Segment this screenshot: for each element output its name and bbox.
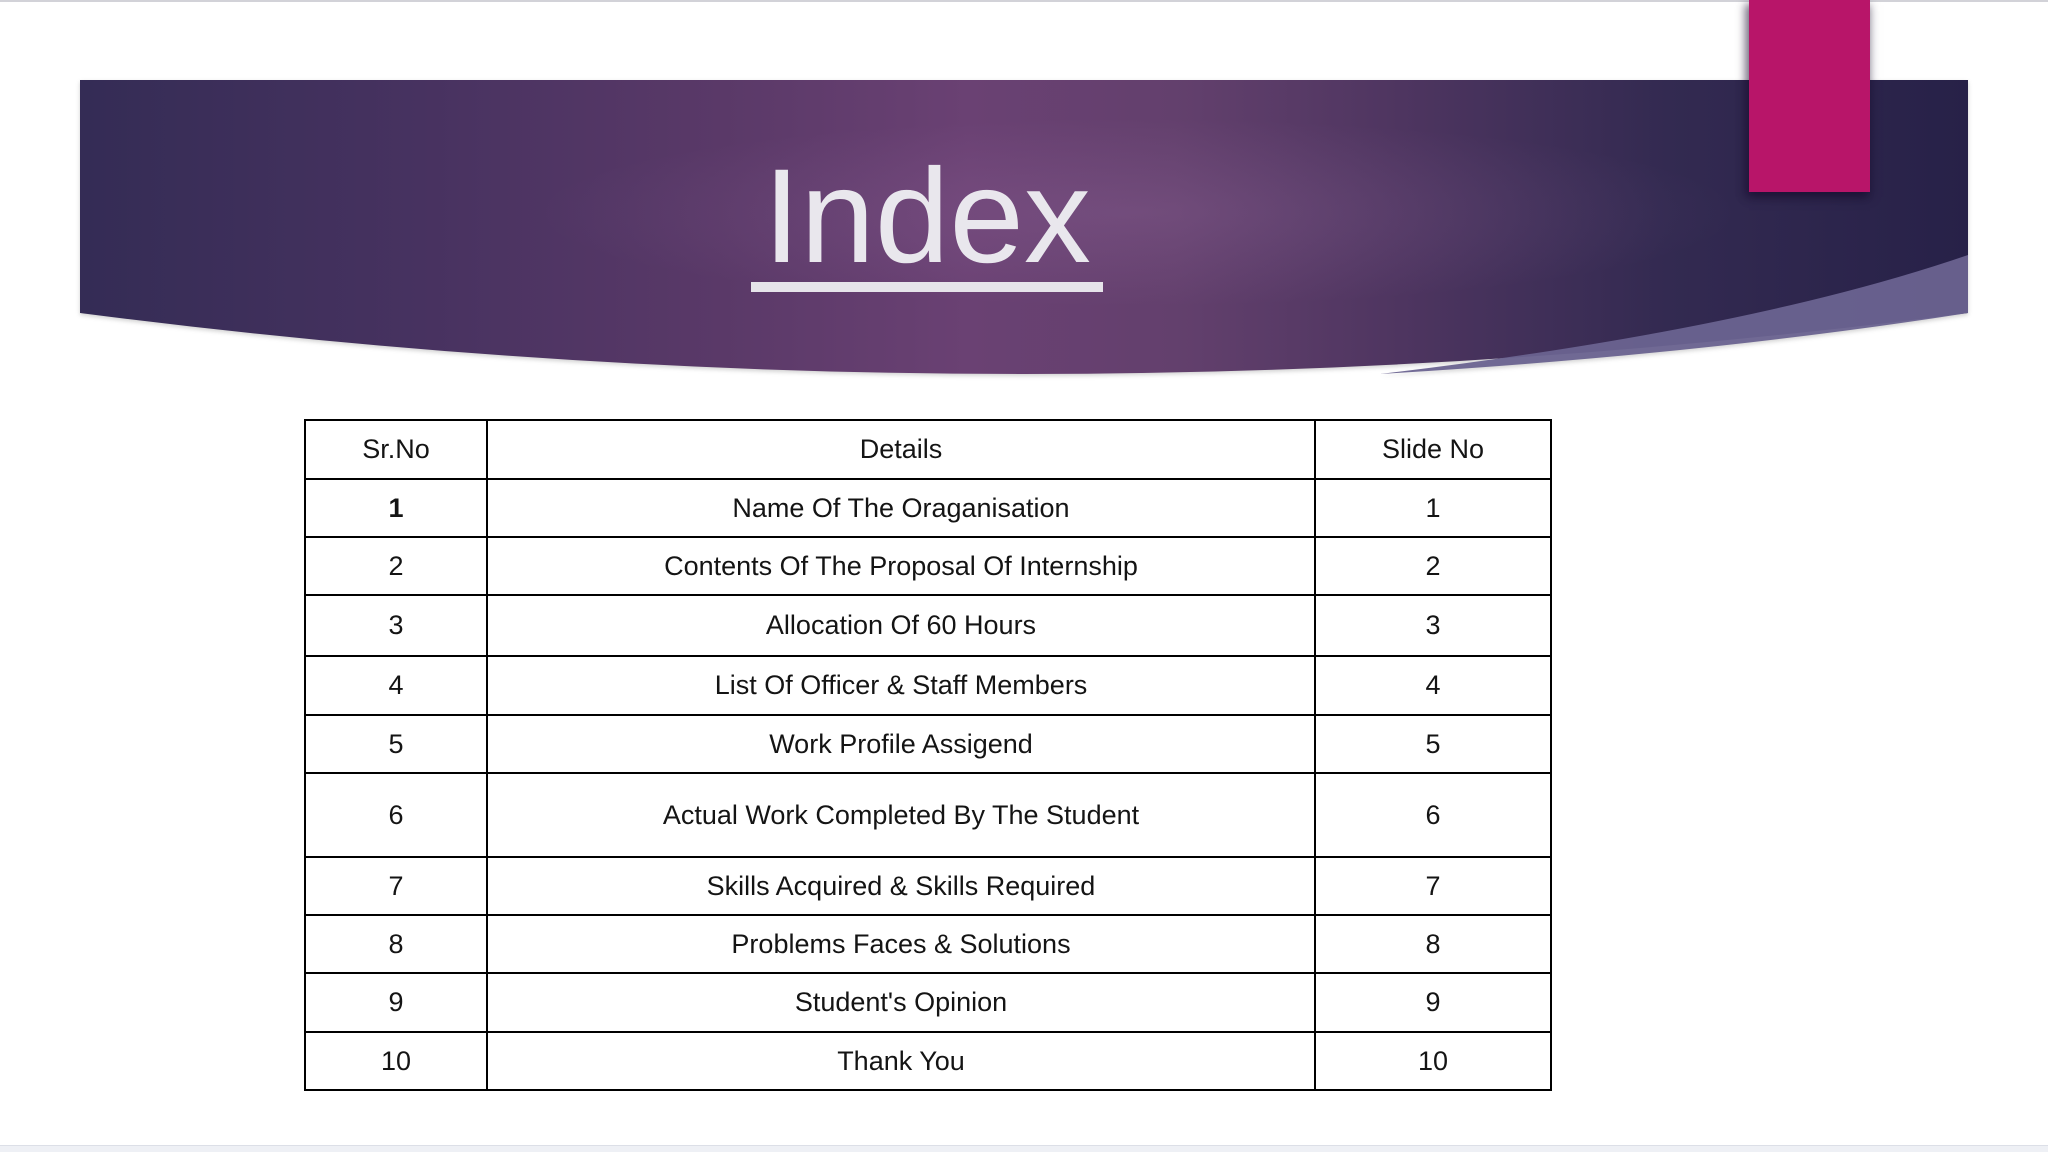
srno-cell: 2 [304, 536, 488, 596]
srno-cell: 9 [304, 972, 488, 1033]
details-cell: Actual Work Completed By The Student [486, 772, 1316, 858]
details-header: Details [486, 419, 1316, 480]
slideno-cell: 3 [1314, 594, 1552, 657]
slideno-cell: 2 [1314, 536, 1552, 596]
slide-top-edge-line [0, 0, 2048, 2]
banner-glow-overlay [80, 80, 1968, 374]
details-cell: Name Of The Oraganisation [486, 478, 1316, 538]
table-row: 4 List Of Officer & Staff Members 4 [304, 655, 1552, 716]
table-row: 10 Thank You 10 [304, 1031, 1552, 1091]
slideno-cell: 9 [1314, 972, 1552, 1033]
table-row: 7 Skills Acquired & Skills Required 7 [304, 856, 1552, 916]
table-row: 9 Student's Opinion 9 [304, 972, 1552, 1033]
table-row: 5 Work Profile Assigend 5 [304, 714, 1552, 774]
details-cell: Skills Acquired & Skills Required [486, 856, 1316, 916]
srno-cell: 3 [304, 594, 488, 657]
index-table-header: Sr.No Details Slide No [304, 419, 1552, 480]
srno-cell: 8 [304, 914, 488, 974]
slideno-cell: 6 [1314, 772, 1552, 858]
details-cell: Thank You [486, 1031, 1316, 1091]
table-row: 8 Problems Faces & Solutions 8 [304, 914, 1552, 974]
index-table: Sr.No Details Slide No 1 Name Of The Orag… [304, 419, 1552, 1091]
index-table-body: 1 Name Of The Oraganisation 1 2 Contents Of … [304, 478, 1552, 1091]
slide-title: Index [751, 150, 1103, 292]
details-cell: Student's Opinion [486, 972, 1316, 1033]
slideno-header: Slide No [1314, 419, 1552, 480]
srno-cell: 1 [304, 478, 488, 538]
srno-cell: 4 [304, 655, 488, 716]
slideno-cell: 5 [1314, 714, 1552, 774]
bookmark-ribbon [1749, 0, 1870, 192]
slideno-cell: 1 [1314, 478, 1552, 538]
table-row: 1 Name Of The Oraganisation 1 [304, 478, 1552, 538]
srno-header: Sr.No [304, 419, 488, 480]
banner-swoosh [1380, 255, 1968, 374]
srno-cell: 6 [304, 772, 488, 858]
details-cell: List Of Officer & Staff Members [486, 655, 1316, 716]
slide-bottom-edge-strip [0, 1145, 2048, 1152]
table-row: 6 Actual Work Completed By The Student 6 [304, 772, 1552, 858]
header-row: Sr.No Details Slide No [304, 419, 1552, 480]
srno-cell: 10 [304, 1031, 488, 1091]
srno-cell: 5 [304, 714, 488, 774]
srno-cell: 7 [304, 856, 488, 916]
details-cell: Problems Faces & Solutions [486, 914, 1316, 974]
details-cell: Allocation Of 60 Hours [486, 594, 1316, 657]
table-row: 3 Allocation Of 60 Hours 3 [304, 594, 1552, 657]
slideno-cell: 8 [1314, 914, 1552, 974]
slideno-cell: 10 [1314, 1031, 1552, 1091]
table-row: 2 Contents Of The Proposal Of Internship 2 [304, 536, 1552, 596]
slideno-cell: 7 [1314, 856, 1552, 916]
slideno-cell: 4 [1314, 655, 1552, 716]
details-cell: Work Profile Assigend [486, 714, 1316, 774]
details-cell: Contents Of The Proposal Of Internship [486, 536, 1316, 596]
